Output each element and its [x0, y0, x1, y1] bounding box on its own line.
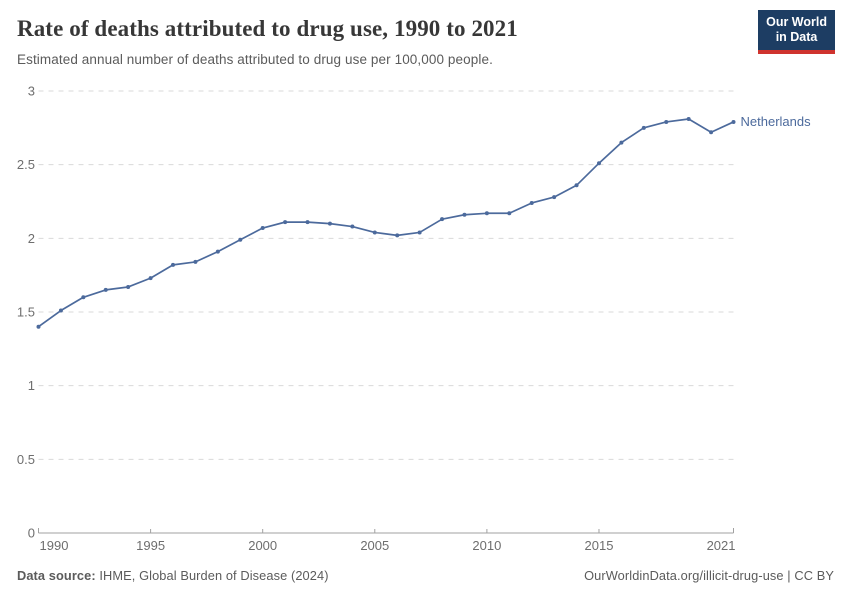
data-point[interactable]: [260, 226, 265, 231]
data-point[interactable]: [126, 284, 131, 289]
chart-footer: Data source: IHME, Global Burden of Dise…: [17, 568, 834, 583]
data-point[interactable]: [283, 220, 288, 225]
data-point[interactable]: [619, 140, 624, 145]
page-title: Rate of deaths attributed to drug use, 1…: [17, 16, 518, 41]
data-point[interactable]: [529, 200, 534, 205]
data-point[interactable]: [58, 308, 63, 313]
data-point[interactable]: [395, 233, 400, 238]
data-point[interactable]: [305, 220, 310, 225]
data-point[interactable]: [641, 125, 646, 130]
data-source-text: IHME, Global Burden of Disease (2024): [95, 568, 329, 583]
data-source-label: Data source:: [17, 568, 96, 583]
data-point[interactable]: [148, 276, 153, 281]
owid-logo-line1: Our World: [766, 15, 827, 29]
chart-header: Rate of deaths attributed to drug use, 1…: [17, 15, 750, 67]
data-point[interactable]: [215, 249, 220, 254]
y-tick-label: 3: [28, 85, 35, 99]
data-point[interactable]: [81, 295, 86, 300]
y-tick-label: 2: [28, 231, 35, 246]
data-point[interactable]: [507, 211, 512, 216]
data-point[interactable]: [36, 324, 41, 329]
data-point[interactable]: [552, 195, 557, 200]
owid-logo-line2: in Data: [775, 30, 818, 45]
data-point[interactable]: [484, 211, 489, 216]
x-tick-label: 2015: [585, 538, 614, 553]
series-end-label[interactable]: Netherlands: [741, 114, 812, 129]
y-tick-label: 0: [28, 526, 35, 541]
data-point[interactable]: [574, 183, 579, 188]
x-tick-label: 2005: [360, 538, 389, 553]
y-tick-label: 0.5: [17, 452, 35, 467]
chart-subtitle: Estimated annual number of deaths attrib…: [17, 51, 493, 67]
x-tick-label: 2010: [472, 538, 501, 553]
data-point[interactable]: [238, 237, 243, 242]
x-tick-label: 1995: [136, 538, 165, 553]
data-point[interactable]: [372, 230, 377, 235]
data-point[interactable]: [462, 212, 467, 217]
line-chart[interactable]: 0 0.5 1 1.5 2 2.5 3 1990 1995 2000 2005 2010 2015 202…: [0, 85, 850, 560]
data-point[interactable]: [686, 116, 691, 121]
data-point[interactable]: [596, 161, 601, 166]
x-tick-label: 2021: [707, 538, 736, 553]
x-tick-label: 2000: [248, 538, 277, 553]
data-point[interactable]: [171, 262, 176, 267]
data-point[interactable]: [664, 119, 669, 124]
data-point[interactable]: [103, 287, 108, 292]
data-source: Data source: IHME, Global Burden of Dise…: [17, 568, 329, 583]
series-line[interactable]: [37, 118, 735, 328]
data-point[interactable]: [709, 130, 714, 135]
data-point[interactable]: [327, 221, 332, 226]
data-point[interactable]: [417, 230, 422, 235]
y-tick-label: 2.5: [17, 157, 35, 172]
y-tick-label: 1: [28, 378, 35, 393]
data-point[interactable]: [193, 259, 198, 264]
owid-logo[interactable]: Our World in Data: [758, 10, 835, 54]
y-tick-label: 1.5: [17, 305, 35, 320]
data-point[interactable]: [731, 119, 736, 124]
data-point[interactable]: [350, 224, 355, 229]
x-tick-label: 1990: [40, 538, 69, 553]
data-point[interactable]: [440, 217, 445, 222]
credit-link[interactable]: OurWorldinData.org/illicit-drug-use | CC…: [584, 568, 834, 583]
